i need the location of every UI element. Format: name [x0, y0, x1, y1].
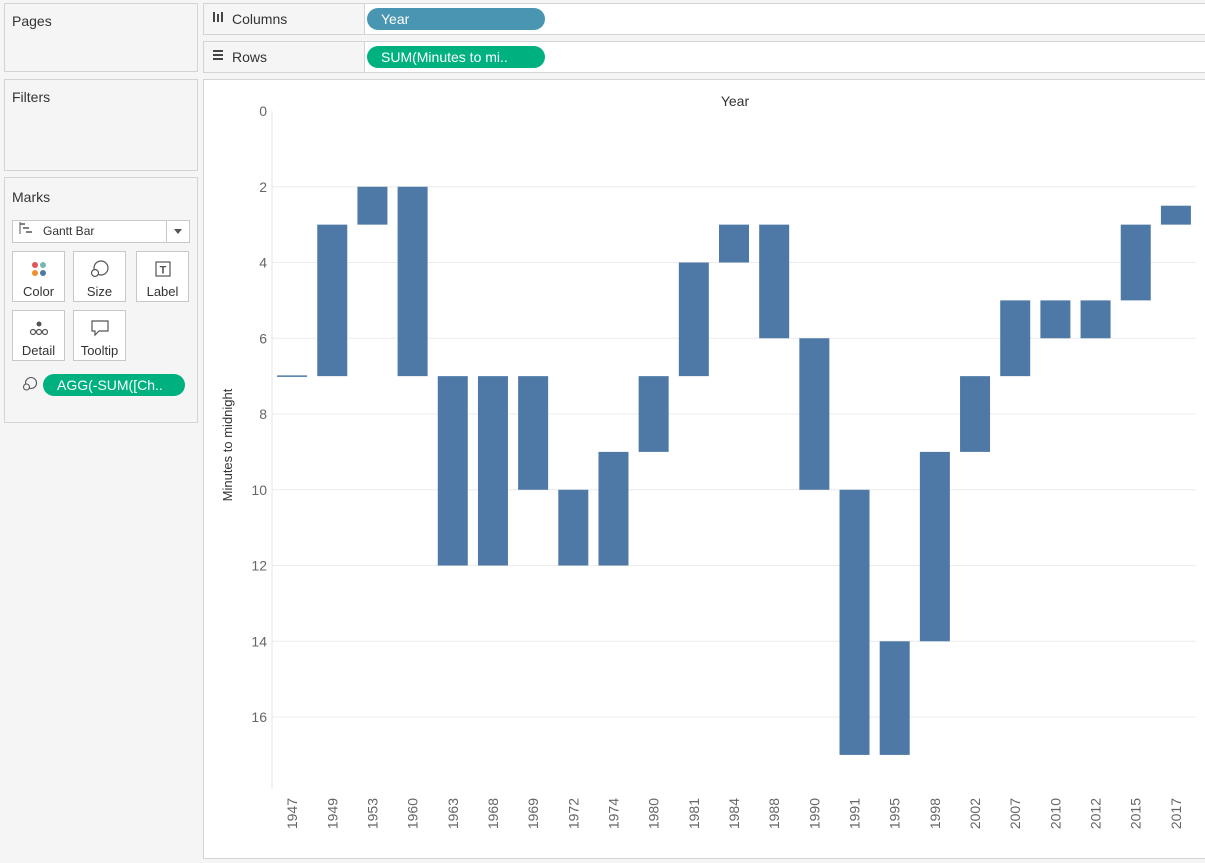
x-tick-label: 1984 [726, 798, 742, 829]
gantt-bar-1991[interactable] [839, 489, 870, 755]
year-pill[interactable]: Year [367, 8, 545, 30]
gantt-bar-1949[interactable] [317, 224, 348, 377]
size-field-icon [22, 376, 38, 397]
columns-icon [212, 4, 224, 34]
x-tick-label: 1995 [887, 798, 903, 829]
x-tick-label: 2012 [1088, 798, 1104, 829]
rows-shelf: Rows SUM(Minutes to mi.. [203, 41, 1205, 73]
x-tick-label: 1969 [525, 798, 541, 829]
rows-drop-area[interactable]: SUM(Minutes to mi.. [365, 42, 1205, 72]
view-area[interactable]: 0 2 4 6 8 10 12 14 16 1947 1949 1953 1960 1963 1968 19… [203, 79, 1205, 859]
chart-title: Year [721, 93, 750, 109]
pages-title: Pages [12, 13, 52, 29]
gantt-bar-1981[interactable] [678, 262, 709, 377]
gantt-bar-1953[interactable] [357, 186, 388, 225]
gantt-bar-2017[interactable] [1160, 205, 1191, 225]
y-tick-label: 0 [259, 103, 267, 119]
svg-text:T: T [159, 265, 166, 277]
y-tick-label: 8 [259, 406, 267, 422]
chevron-down-icon [174, 229, 182, 234]
columns-drop-area[interactable]: Year [365, 4, 1205, 34]
gantt-chart[interactable]: 0 2 4 6 8 10 12 14 16 1947 1949 1953 1960 1963 1968 19… [204, 80, 1205, 858]
columns-label: Columns [232, 11, 288, 27]
gantt-bar-1984[interactable] [719, 224, 749, 263]
gantt-bar-1969[interactable] [518, 376, 549, 490]
x-tick-label: 1974 [605, 798, 621, 829]
x-tick-label: 1981 [686, 798, 702, 829]
gantt-bar-2010[interactable] [1040, 300, 1071, 339]
x-tick-label: 1968 [485, 798, 501, 829]
x-tick-label: 1998 [927, 798, 943, 829]
gantt-bar-1960[interactable] [397, 186, 428, 377]
x-tick-label: 1953 [364, 798, 380, 829]
tooltip-button[interactable]: Tooltip [73, 310, 126, 361]
x-tick-label: 2017 [1168, 798, 1184, 829]
gantt-bar-1968[interactable] [477, 376, 508, 566]
y-axis-label: Minutes to midnight [220, 388, 235, 501]
rows-icon [212, 42, 224, 72]
gantt-bar-1974[interactable] [598, 451, 629, 566]
detail-icon [13, 319, 64, 337]
detail-label: Detail [21, 343, 56, 358]
gantt-bar-1980[interactable] [638, 376, 669, 452]
x-tick-label: 1988 [766, 798, 782, 829]
label-label: Label [146, 284, 179, 299]
text-label-icon: T [137, 260, 188, 278]
color-button[interactable]: Color [12, 251, 65, 302]
detail-button[interactable]: Detail [12, 310, 65, 361]
x-tick-label: 1960 [405, 798, 421, 829]
y-tick-label: 2 [259, 179, 267, 195]
x-tick-label: 2015 [1128, 798, 1144, 829]
x-tick-label: 1947 [284, 798, 300, 829]
x-tick-label: 1972 [565, 798, 581, 829]
x-tick-label: 1949 [324, 798, 340, 829]
y-tick-label: 14 [251, 633, 267, 649]
size-label: Size [86, 284, 113, 299]
size-field-pill[interactable]: AGG(-SUM([Ch.. [43, 374, 185, 396]
y-tick-label: 4 [259, 255, 267, 271]
marks-title: Marks [12, 189, 51, 205]
pages-card[interactable]: Pages [4, 3, 198, 72]
gantt-icon [19, 221, 33, 242]
gantt-bar-2002[interactable] [960, 376, 991, 452]
tooltip-icon [74, 319, 125, 337]
x-tick-label: 2002 [967, 798, 983, 829]
label-button[interactable]: T Label [136, 251, 189, 302]
mark-type-dropdown[interactable]: Gantt Bar [12, 220, 190, 243]
y-tick-label: 10 [251, 482, 267, 498]
y-tick-label: 6 [259, 330, 267, 346]
columns-shelf: Columns Year [203, 3, 1205, 35]
gantt-bar-1988[interactable] [759, 224, 790, 339]
color-icon [13, 260, 64, 278]
x-tick-label: 2007 [1007, 798, 1023, 829]
x-tick-label: 1980 [646, 798, 662, 829]
gantt-bar-1972[interactable] [558, 489, 589, 566]
filters-card[interactable]: Filters [4, 79, 198, 171]
mark-type-label: Gantt Bar [43, 224, 95, 238]
gantt-bar-1995[interactable] [879, 641, 910, 755]
gantt-bar-1998[interactable] [919, 451, 950, 642]
x-tick-label: 1990 [806, 798, 822, 829]
gantt-bar-1990[interactable] [799, 338, 830, 490]
x-tick-label: 1991 [847, 798, 863, 829]
filters-title: Filters [12, 89, 51, 105]
y-tick-label: 16 [251, 709, 267, 725]
minutes-pill[interactable]: SUM(Minutes to mi.. [367, 46, 545, 68]
x-tick-label: 2010 [1047, 798, 1063, 829]
rows-label: Rows [232, 49, 268, 65]
gantt-bar-1963[interactable] [437, 376, 468, 566]
marks-card: Marks Gantt Bar Color Size T Label Detai… [4, 177, 198, 423]
tooltip-label: Tooltip [80, 343, 119, 358]
gantt-bar-2007[interactable] [1000, 300, 1031, 377]
y-tick-label: 12 [251, 558, 267, 574]
gantt-bar-2012[interactable] [1080, 300, 1111, 339]
size-button[interactable]: Size [73, 251, 126, 302]
gantt-bar-2015[interactable] [1120, 224, 1151, 301]
color-label: Color [22, 284, 55, 299]
gantt-bar-1947[interactable] [277, 375, 308, 377]
size-icon [74, 260, 125, 278]
x-tick-label: 1963 [445, 798, 461, 829]
